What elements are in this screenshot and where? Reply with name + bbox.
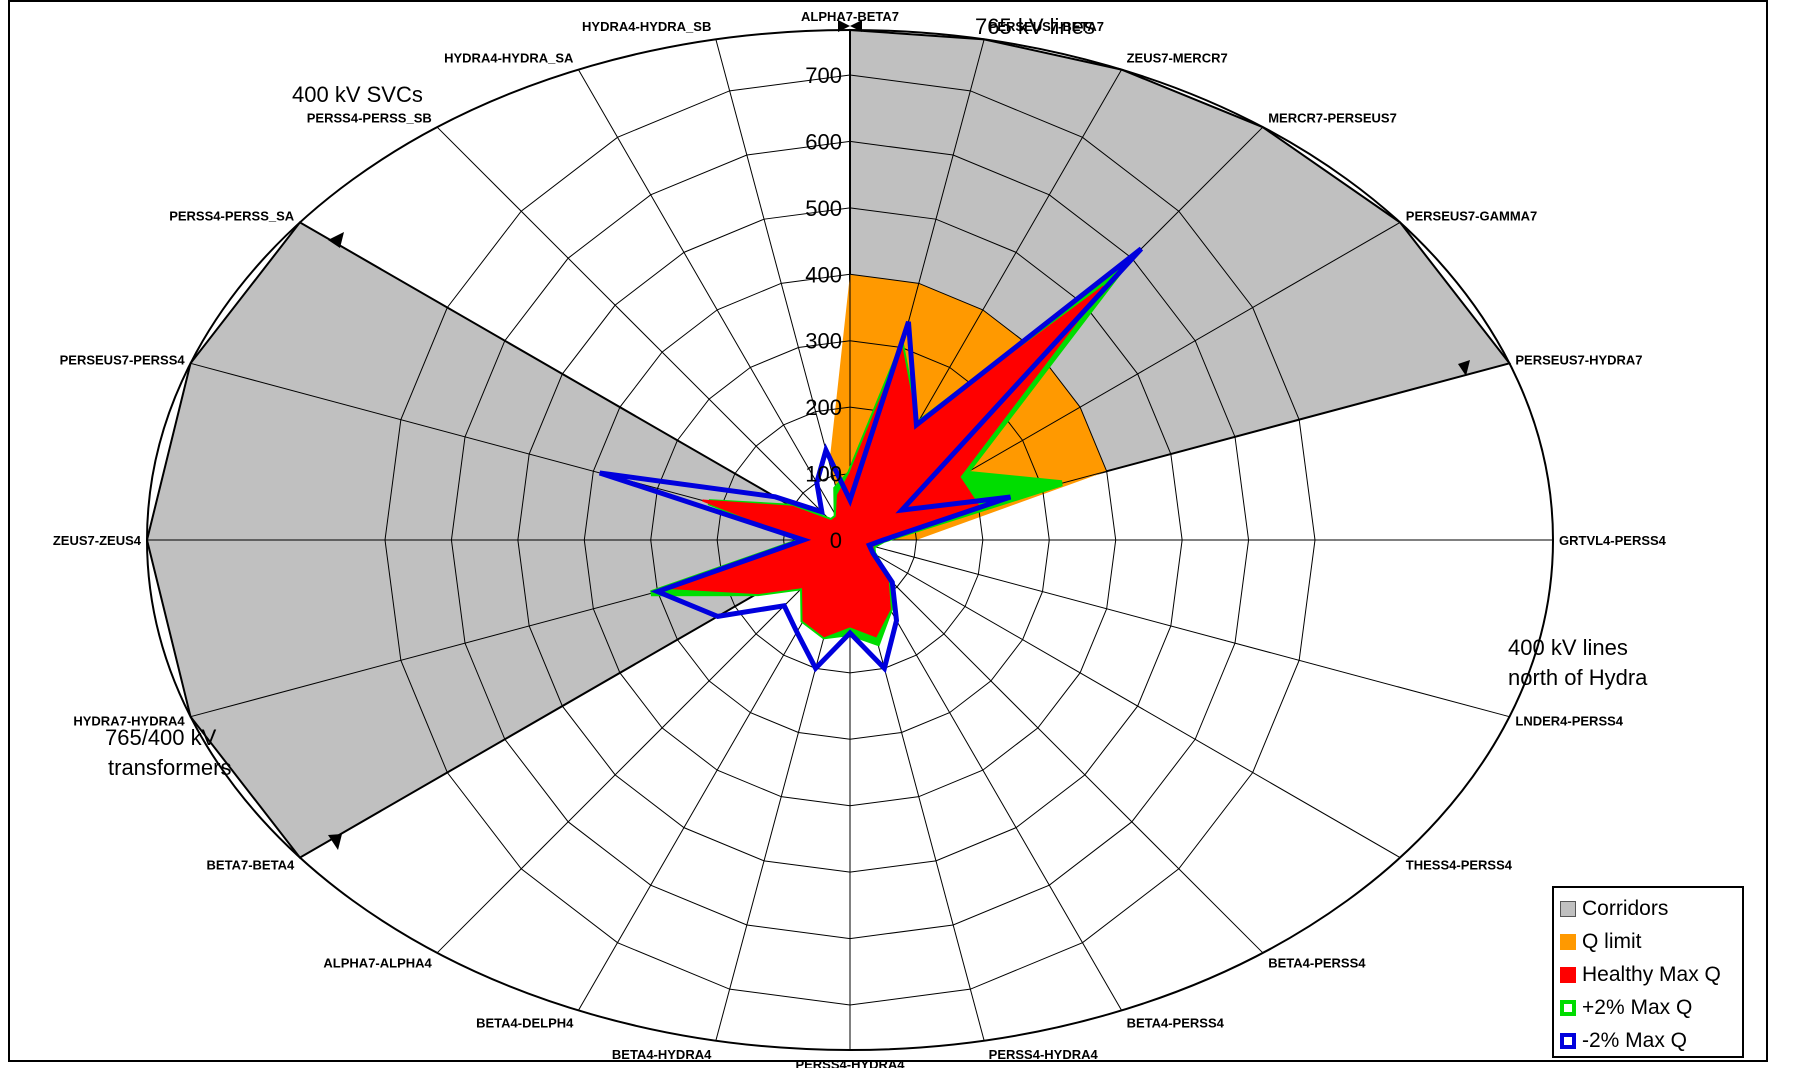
group-label-transformers-line2: transformers — [108, 755, 231, 780]
category-label: PERSEUS7-BETA7 — [989, 19, 1104, 34]
legend-label: Corridors — [1582, 896, 1669, 920]
boundary-arrow-upper-left — [328, 232, 344, 248]
grid-spoke — [436, 126, 851, 541]
category-label: PERSS4-HYDRA4 — [795, 1057, 905, 1068]
radial-tick-label: 600 — [805, 129, 842, 154]
corridor-outline — [849, 28, 1512, 541]
category-label: BETA7-BETA4 — [207, 858, 295, 873]
category-label: PERSS4-PERSS_SA — [169, 208, 295, 223]
category-label: MERCR7-PERSEUS7 — [1268, 110, 1397, 125]
legend-swatch — [1560, 900, 1576, 917]
category-label: PERSEUS7-PERSS4 — [60, 353, 186, 368]
category-label: PERSEUS7-HYDRA7 — [1515, 353, 1642, 368]
radial-tick-label: 700 — [805, 63, 842, 88]
outer-ellipse — [146, 29, 1554, 1051]
series-layer — [598, 246, 1144, 674]
group-label-400kv-lines-line1: 400 kV lines — [1508, 635, 1628, 660]
category-label: GRTVL4-PERSS4 — [1559, 533, 1667, 548]
legend-item: -2% Max Q — [1560, 1024, 1742, 1057]
radial-ticks: 0 100 200 300 400 500 600 700 — [805, 63, 842, 553]
series-minus2-max-q — [598, 246, 1144, 674]
category-label: BETA4-PERSS4 — [1127, 1016, 1225, 1031]
category-label: THESS4-PERSS4 — [1406, 858, 1513, 873]
boundary-arrow-top — [838, 20, 862, 32]
grid-spoke — [577, 69, 851, 541]
legend-item: +2% Max Q — [1560, 991, 1742, 1024]
category-label: ZEUS7-ZEUS4 — [53, 533, 142, 548]
category-label: HYDRA4-HYDRA_SB — [582, 19, 711, 34]
category-label: ZEUS7-MERCR7 — [1127, 50, 1228, 65]
grid-spoke — [436, 539, 851, 954]
category-label: HYDRA7-HYDRA4 — [73, 713, 185, 728]
boundary-arrow-right — [1458, 360, 1470, 376]
series-healthy-max-q — [669, 285, 1105, 638]
grid-spoke — [849, 539, 1510, 718]
legend-swatch — [1560, 933, 1576, 950]
category-label: BETA4-HYDRA4 — [612, 1047, 712, 1062]
group-label-765kv-lines: 765 kV lines — [975, 14, 1095, 39]
category-label: ALPHA7-ALPHA4 — [323, 956, 432, 971]
radial-tick-label: 400 — [805, 262, 842, 287]
category-label: BETA4-DELPH4 — [476, 1016, 574, 1031]
legend-swatch — [1560, 1032, 1576, 1049]
boundary-arrow-bottom-left — [328, 834, 342, 850]
radial-tick-label: 200 — [805, 395, 842, 420]
category-label: PERSS4-HYDRA4 — [989, 1047, 1099, 1062]
grid-spoke — [849, 539, 1401, 859]
group-label-400kv-lines-line2: north of Hydra — [1508, 665, 1648, 690]
legend-item: Q limit — [1560, 925, 1742, 958]
radial-tick-label: 0 — [830, 528, 842, 553]
legend-label: Healthy Max Q — [1582, 962, 1721, 986]
legend: Corridors Q limit Healthy Max Q +2% Max Q -2… — [1552, 886, 1744, 1058]
legend-swatch — [1560, 966, 1576, 983]
category-label: PERSS4-PERSS_SB — [307, 110, 432, 125]
legend-item: Healthy Max Q — [1560, 958, 1742, 991]
legend-label: -2% Max Q — [1582, 1028, 1688, 1052]
legend-item: Corridors — [1560, 892, 1742, 925]
grid-spoke — [849, 539, 1264, 954]
outer-ellipse-line — [146, 29, 1554, 1051]
category-label: LNDER4-PERSS4 — [1515, 713, 1623, 728]
group-label-transformers-line1: 765/400 kV — [105, 725, 217, 750]
category-label: PERSEUS7-GAMMA7 — [1406, 208, 1537, 223]
category-label: BETA4-PERSS4 — [1268, 956, 1366, 971]
legend-label: Q limit — [1582, 929, 1642, 953]
category-labels: ALPHA7-BETA7 PERSEUS7-BETA7 ZEUS7-MERCR7 ME… — [53, 9, 1667, 1068]
grid-spoke — [299, 221, 851, 541]
legend-label: +2% Max Q — [1582, 995, 1693, 1019]
legend-swatch — [1560, 999, 1576, 1016]
category-label: ALPHA7-BETA7 — [801, 9, 899, 24]
group-label-400kv-svcs: 400 kV SVCs — [292, 82, 423, 107]
category-label: HYDRA4-HYDRA_SA — [444, 50, 574, 65]
radial-tick-label: 300 — [805, 329, 842, 354]
radial-tick-label: 500 — [805, 196, 842, 221]
radial-tick-label: 100 — [805, 462, 842, 487]
